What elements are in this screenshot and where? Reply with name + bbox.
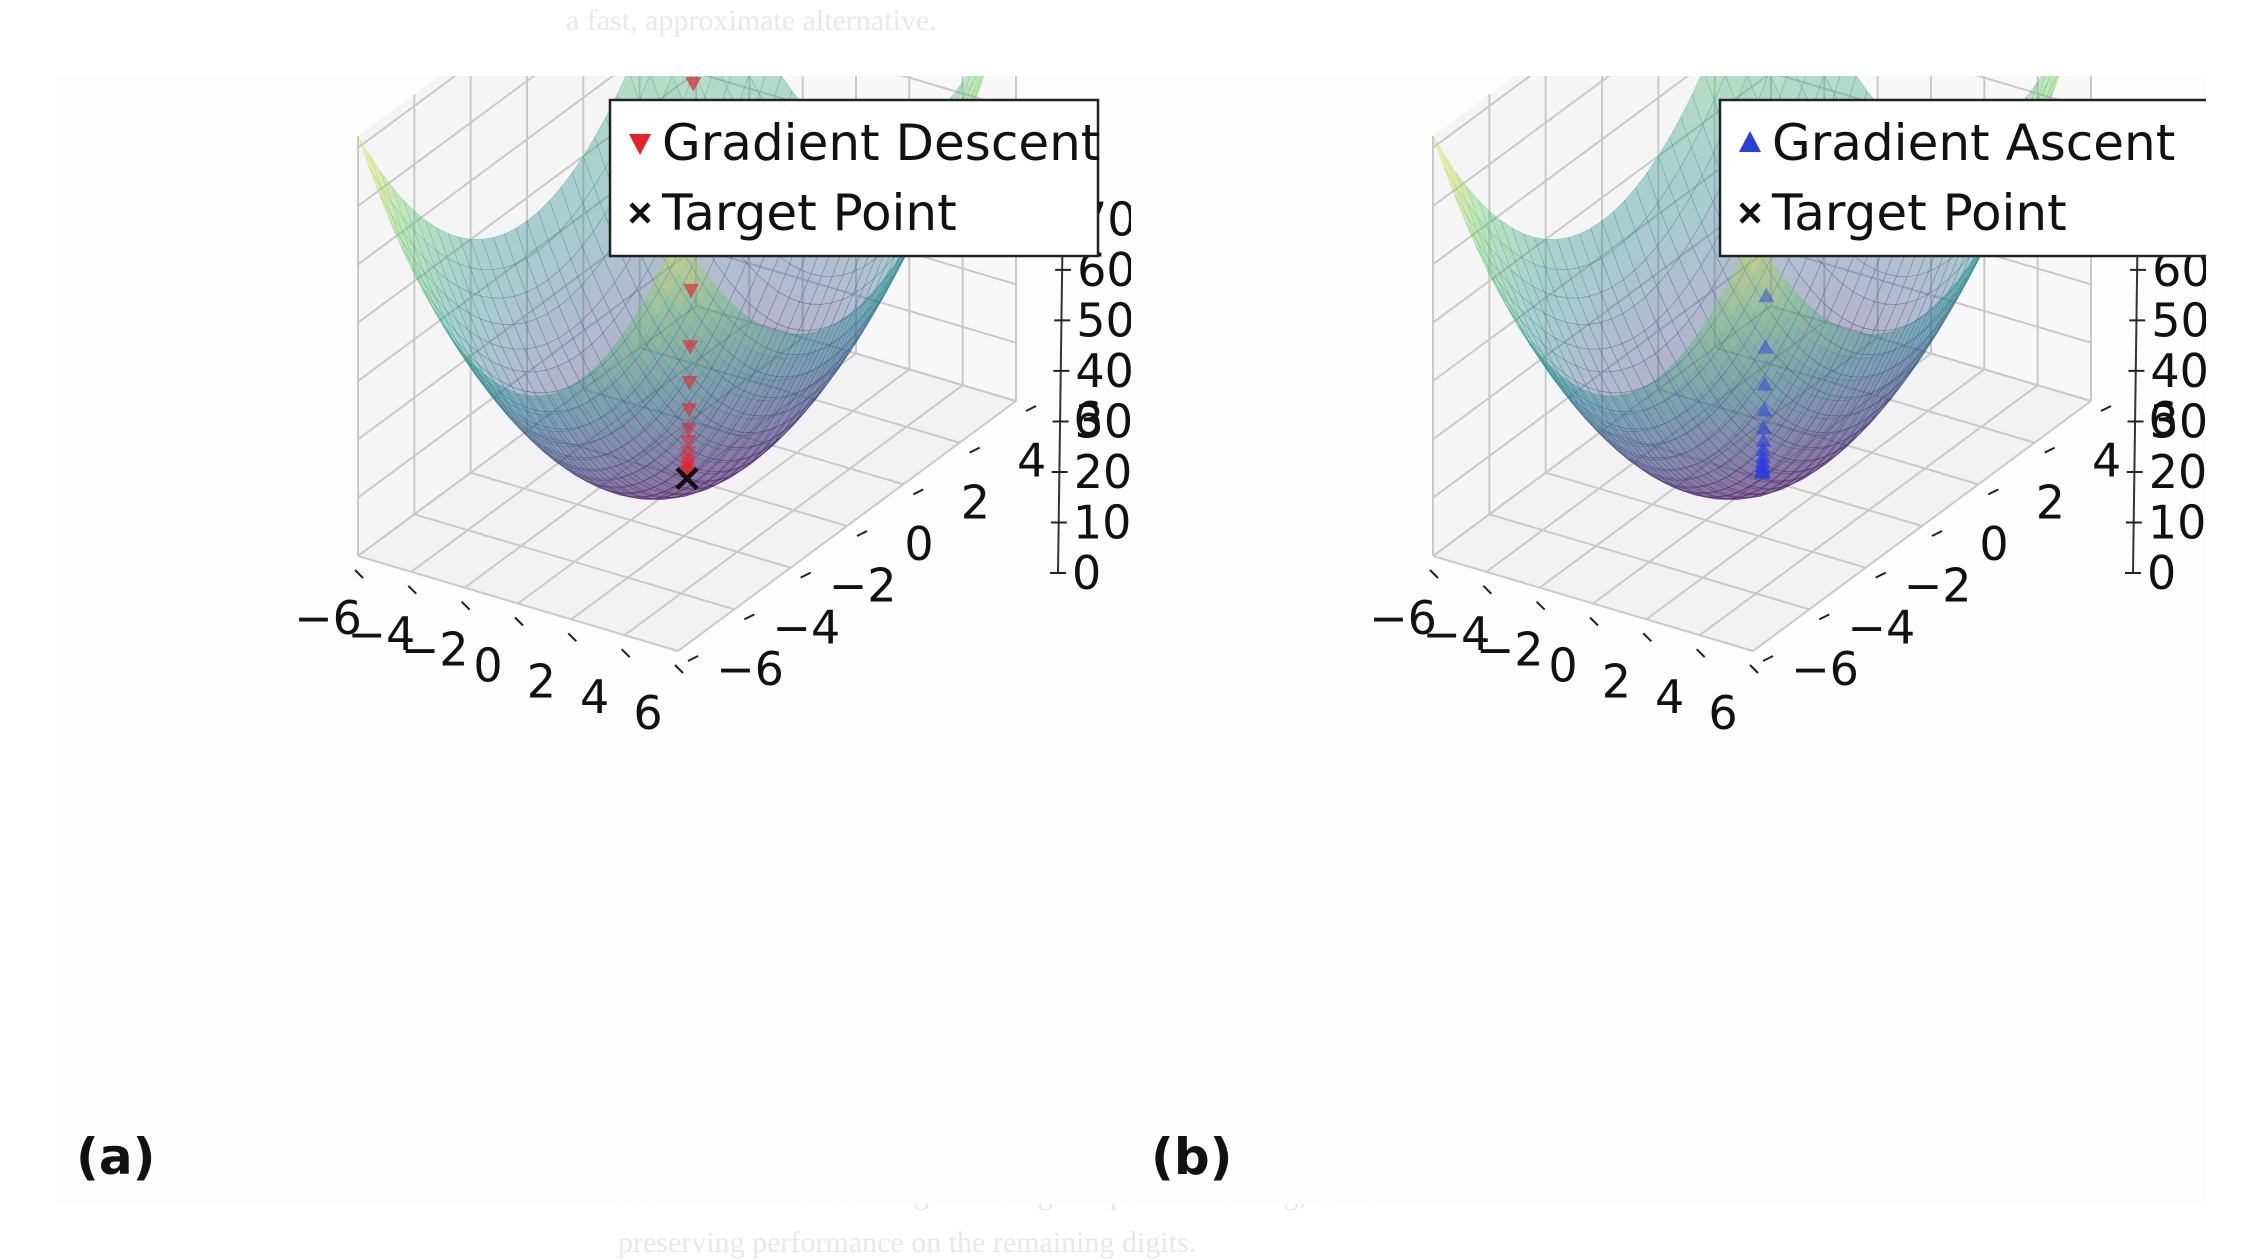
- background-paragraph-top: a fast, approximate alternative.: [566, 4, 937, 38]
- tick-mark: [2045, 448, 2055, 453]
- y-tick-label: 0: [1979, 517, 2008, 571]
- tick-mark: [688, 656, 698, 661]
- panel-label: (a): [76, 1128, 155, 1186]
- legend: Gradient Ascent Target Point: [1720, 100, 2206, 256]
- y-tick-label: 4: [1017, 434, 1046, 488]
- y-tick-label: −2: [1904, 559, 1972, 613]
- z-tick-label: 40: [2150, 344, 2206, 398]
- tick-mark: [1932, 531, 1942, 536]
- legend-label: Gradient Descent: [662, 114, 1100, 172]
- tick-mark: [1763, 656, 1773, 661]
- tick-mark: [1590, 618, 1598, 626]
- y-tick-label: 2: [961, 475, 990, 529]
- x-tick-label: 4: [1655, 670, 1684, 724]
- z-tick-label: 10: [2148, 495, 2206, 549]
- legend: Gradient Descent Target Point: [610, 100, 1100, 256]
- z-tick-label: 0: [2147, 546, 2176, 600]
- tick-mark: [622, 649, 630, 657]
- x-tick-label: 6: [1708, 686, 1737, 740]
- tick-mark: [675, 665, 683, 673]
- x-tick-label: −2: [1476, 623, 1544, 677]
- tick-mark: [355, 570, 363, 578]
- panel-b-chart: −6−4−20246−6−4−20246010203040506070Gradi…: [1131, 76, 2206, 1204]
- legend-label: Target Point: [1771, 184, 2067, 242]
- tick-mark: [515, 618, 523, 626]
- tick-mark: [1876, 573, 1886, 578]
- tick-mark: [1697, 649, 1705, 657]
- tick-mark: [462, 602, 470, 610]
- x-tick-label: 2: [527, 654, 556, 708]
- tick-mark: [1430, 570, 1438, 578]
- x-tick-label: −2: [401, 623, 469, 677]
- background-paragraph-bottom-2: preserving performance on the remaining …: [618, 1226, 1196, 1260]
- y-tick-label: −2: [829, 559, 897, 613]
- tick-mark: [913, 489, 923, 494]
- y-tick-label: 0: [904, 517, 933, 571]
- tick-mark: [1537, 602, 1545, 610]
- tick-mark: [744, 614, 754, 619]
- y-tick-label: 4: [2092, 434, 2121, 488]
- z-tick-label: 20: [2149, 445, 2206, 499]
- tick-mark: [2101, 406, 2111, 411]
- z-tick-label: 0: [1072, 546, 1101, 600]
- z-tick-label: 10: [1073, 495, 1131, 549]
- z-tick-label: 30: [1075, 394, 1131, 448]
- x-tick-label: 0: [1548, 639, 1577, 693]
- x-tick-label: 4: [580, 670, 609, 724]
- tick-mark: [1819, 614, 1829, 619]
- tick-mark: [1750, 665, 1758, 673]
- x-tick-label: 0: [473, 639, 502, 693]
- x-tick-label: 2: [1602, 654, 1631, 708]
- legend-label: Gradient Ascent: [1772, 114, 2175, 172]
- tick-mark: [857, 531, 867, 536]
- tick-mark: [1483, 586, 1491, 594]
- z-tick-label: 30: [2150, 394, 2206, 448]
- tick-mark: [1026, 406, 1036, 411]
- z-tick-label: 20: [1074, 445, 1131, 499]
- y-tick-label: 2: [2036, 475, 2065, 529]
- z-tick-label: 50: [2151, 293, 2206, 347]
- tick-mark: [801, 573, 811, 578]
- z-tick-label: 50: [1076, 293, 1131, 347]
- tick-mark: [1988, 489, 1998, 494]
- tick-mark: [1643, 633, 1651, 641]
- legend-label: Target Point: [661, 184, 957, 242]
- tick-mark: [568, 633, 576, 641]
- tick-mark: [408, 586, 416, 594]
- tick-mark: [970, 448, 980, 453]
- z-tick-label: 40: [1075, 344, 1131, 398]
- panel-label: (b): [1151, 1128, 1233, 1186]
- x-tick-label: 6: [633, 686, 662, 740]
